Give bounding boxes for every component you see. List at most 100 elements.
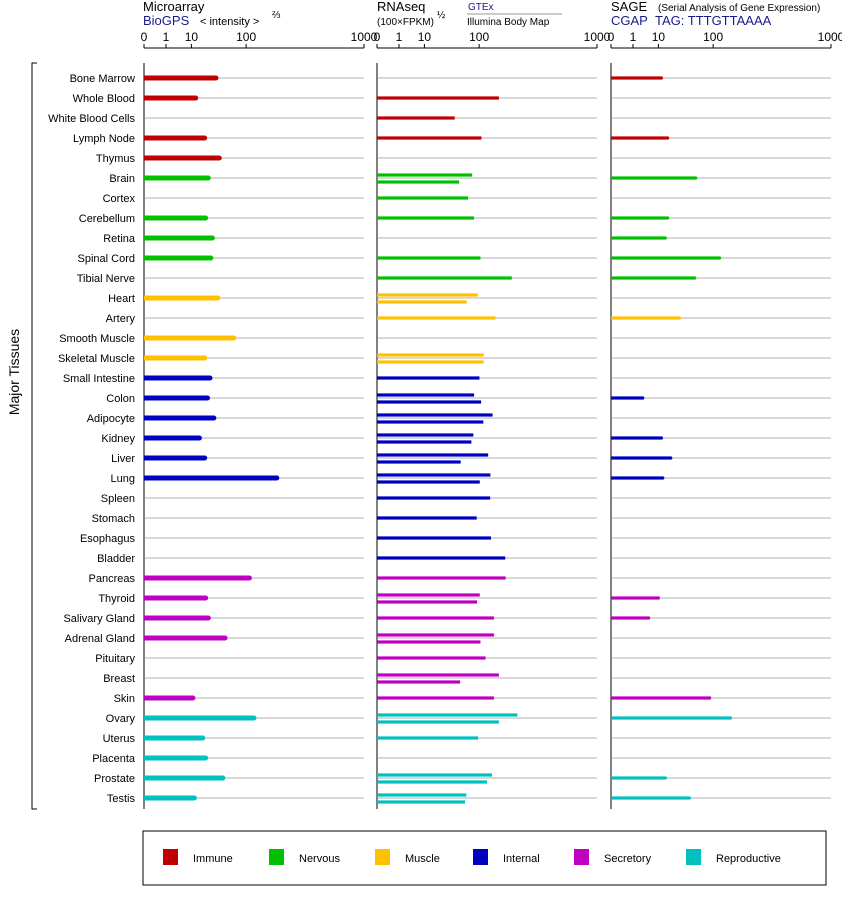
legend-swatch-immune: [163, 849, 178, 865]
tissue-label: Thyroid: [98, 593, 135, 605]
bar-end: [707, 696, 712, 700]
bar: [144, 255, 211, 261]
bar: [377, 96, 499, 100]
bar: [377, 173, 473, 177]
bar: [144, 475, 277, 481]
bar-end: [200, 735, 206, 741]
bar-end: [205, 615, 211, 621]
bar: [377, 276, 512, 280]
bar-end: [647, 616, 651, 620]
bar: [144, 455, 205, 461]
tissue-label: Tibial Nerve: [77, 273, 135, 285]
tissue-label: Cortex: [103, 193, 136, 205]
bar: [144, 575, 250, 581]
bar-end: [222, 635, 228, 641]
rnaseq-source-bodymap: Illumina Body Map: [467, 17, 550, 28]
bar: [611, 236, 666, 240]
bar-end: [251, 715, 257, 721]
microarray-source: BioGPS: [143, 13, 190, 28]
bar: [611, 476, 663, 480]
bar: [144, 635, 226, 641]
bar: [144, 795, 195, 801]
bar: [144, 155, 220, 161]
tissue-label: Placenta: [92, 753, 136, 765]
bar-end: [694, 176, 698, 180]
bar-end: [661, 476, 665, 480]
bar-end: [203, 595, 209, 601]
sage-title: SAGE: [611, 0, 647, 14]
legend-swatch-nervous: [269, 849, 284, 865]
bar: [377, 633, 494, 637]
bar: [144, 735, 203, 741]
bar-end: [677, 316, 681, 320]
bar: [611, 456, 671, 460]
bar: [377, 593, 480, 597]
legend-swatch-reproductive: [686, 849, 701, 865]
legend-swatch-muscle: [375, 849, 390, 865]
bar: [611, 776, 666, 780]
bar: [144, 715, 254, 721]
sage-subtitle: (Serial Analysis of Gene Expression): [658, 3, 820, 14]
bar-end: [202, 355, 208, 361]
tissue-label: Heart: [108, 293, 135, 305]
x-tick-label: 100: [469, 30, 489, 44]
y-axis-bracket: [31, 62, 37, 810]
bar: [377, 136, 482, 140]
tissue-label: Spleen: [101, 493, 135, 505]
tissue-label: Ovary: [106, 713, 136, 725]
tissue-label: Retina: [103, 233, 136, 245]
sage-source: CGAP: [611, 13, 648, 28]
bar-end: [208, 255, 214, 261]
tissue-label: White Blood Cells: [48, 113, 135, 125]
rnaseq-unit-exponent: ½: [437, 10, 446, 21]
bar: [377, 773, 493, 777]
tissue-label: Whole Blood: [73, 93, 135, 105]
x-tick-label: 100: [703, 30, 723, 44]
bar: [611, 616, 649, 620]
bar: [144, 135, 205, 141]
bar-end: [274, 475, 280, 481]
tissue-label: Spinal Cord: [78, 253, 135, 265]
bar: [377, 480, 480, 484]
bar: [377, 640, 481, 644]
tissue-label: Uterus: [103, 733, 136, 745]
tissue-label: Salivary Gland: [63, 613, 135, 625]
bar: [377, 453, 489, 457]
x-tick-label: 0: [141, 30, 148, 44]
bar: [377, 713, 518, 717]
bar: [377, 516, 477, 520]
bar: [144, 215, 206, 221]
bar-end: [191, 795, 197, 801]
x-tick-label: 10: [418, 30, 432, 44]
legend-box: [142, 830, 827, 886]
bar: [144, 395, 208, 401]
legend-label-internal: Internal: [503, 853, 540, 865]
tissue-label: Breast: [103, 673, 135, 685]
bar: [144, 95, 196, 101]
bar: [611, 176, 696, 180]
legend-label-secretory: Secretory: [604, 853, 652, 865]
bar-end: [196, 435, 202, 441]
x-tick-label: 1: [630, 30, 637, 44]
rnaseq-source-gtex: GTEx: [468, 2, 494, 13]
rnaseq-title: RNAseq: [377, 0, 425, 14]
bar: [611, 796, 690, 800]
bar: [144, 755, 206, 761]
bar-end: [693, 276, 697, 280]
bar: [377, 293, 478, 297]
bar: [611, 256, 720, 260]
x-tick-label: 1: [396, 30, 403, 44]
microarray-unit-exponent: ⅔: [272, 10, 281, 21]
bar: [377, 360, 484, 364]
bar: [377, 800, 465, 804]
bar-end: [211, 415, 217, 421]
tissue-label: Bone Marrow: [70, 73, 135, 85]
sage-panel: 0 1 10 100 1000: [608, 30, 842, 809]
legend-label-immune: Immune: [193, 853, 233, 865]
bar: [144, 375, 210, 381]
tissue-label: Artery: [106, 313, 136, 325]
bar: [377, 196, 469, 200]
bar-end: [220, 775, 226, 781]
legend-swatch-secretory: [574, 849, 589, 865]
